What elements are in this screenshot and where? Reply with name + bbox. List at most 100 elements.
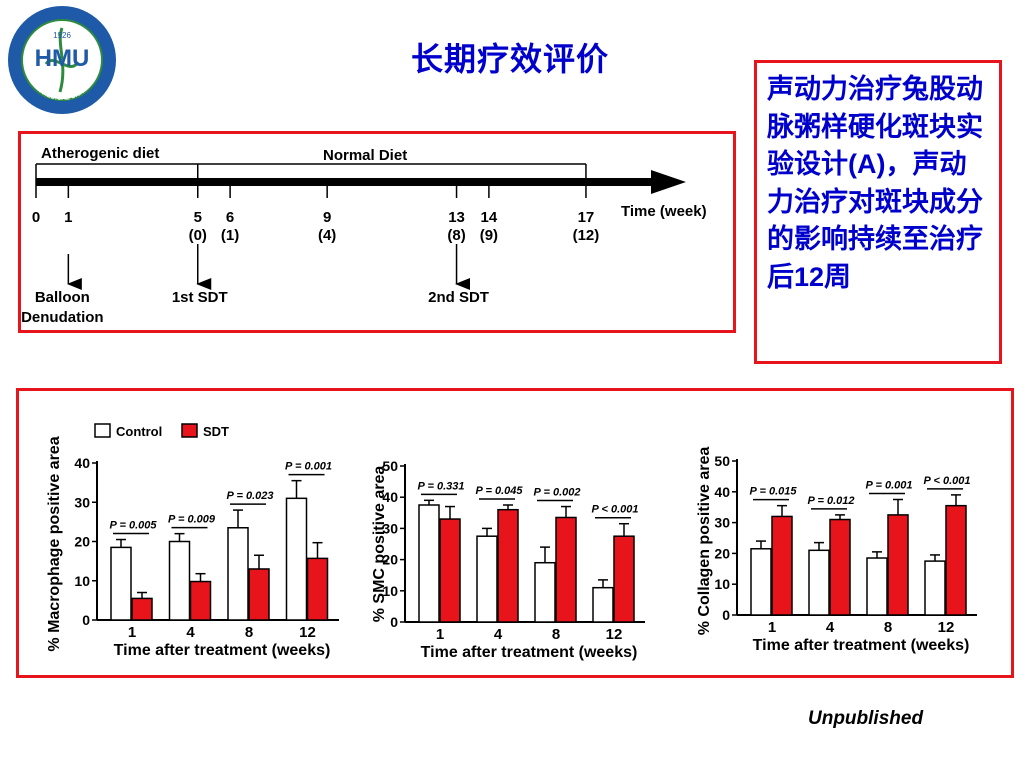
y-axis-label: % Collagen positive area (696, 447, 713, 636)
p-value-label: P = 0.005 (110, 520, 158, 532)
bar-control (808, 549, 830, 616)
charts-panel: Control SDT 0 10 20 30 40% Macrophage positiv… (16, 388, 1014, 678)
bar-sdt (555, 516, 577, 623)
bar-sdt (131, 597, 153, 621)
time-axis-arrowhead (651, 170, 686, 194)
event-label: 1st SDT (172, 289, 228, 306)
x-axis-label: Time after treatment (weeks) (753, 637, 970, 654)
bar-sdt (248, 568, 270, 621)
time-axis (36, 178, 656, 186)
bar-control (168, 540, 191, 621)
bar-control (227, 527, 249, 621)
chart-2: 0 10 20 30 40 50% SMC positive area P = 0.331 1… (371, 458, 645, 661)
p-value-label: P = 0.009 (168, 514, 216, 526)
chart-3: 0 10 20 30 40 50% Collagen positive area P = 0… (696, 447, 977, 654)
bar-sdt (189, 580, 212, 621)
x-tick-label: 12 (299, 624, 316, 641)
legend-label-control: Control (116, 424, 162, 439)
x-axis-label: Time after treatment (weeks) (421, 644, 638, 661)
event-label: 2nd SDT (428, 289, 489, 306)
bar-sdt (771, 515, 793, 616)
x-tick-label: 4 (186, 624, 195, 641)
slide-title: 长期疗效评价 (410, 41, 609, 77)
y-axis-label: % SMC positive area (371, 466, 388, 623)
p-value-label: P = 0.001 (285, 461, 332, 473)
legend-swatch-sdt (181, 423, 198, 438)
y-tick-label: 0 (82, 612, 90, 628)
y-tick-label: 40 (714, 484, 730, 500)
p-value-label: P < 0.001 (924, 475, 971, 487)
footer-note: Unpublished (808, 708, 924, 729)
bar-control (750, 548, 772, 616)
timeline-tick-week: 0 (32, 209, 40, 226)
x-tick-label: 1 (436, 626, 444, 643)
bar-sdt (613, 535, 635, 623)
legend-label-sdt: SDT (203, 424, 229, 439)
p-value-label: P = 0.002 (534, 487, 581, 499)
bar-sdt (829, 518, 851, 616)
phase2-label: Normal Diet (323, 147, 407, 164)
logo-year: 1926 (53, 31, 71, 40)
p-value-label: P = 0.015 (750, 486, 798, 498)
x-tick-label: 12 (606, 626, 623, 643)
y-tick-label: 30 (714, 515, 730, 531)
timeline-tick-sub: (8) (447, 227, 465, 244)
timeline-tick-sub: (4) (318, 227, 336, 244)
time-axis-label: Time (week) (621, 203, 707, 220)
y-tick-label: 0 (390, 614, 398, 630)
bar-sdt (497, 508, 519, 623)
chart-1: 0 10 20 30 40 % Macrophage positive area P = 0… (46, 436, 339, 659)
phase1-label: Atherogenic diet (41, 145, 159, 162)
x-tick-label: 8 (884, 619, 892, 636)
timeline-tick-week: 5 (194, 209, 202, 226)
y-tick-label: 40 (382, 489, 398, 505)
x-tick-label: 4 (826, 619, 835, 636)
bar-control (534, 561, 556, 623)
bar-control (110, 546, 132, 621)
bar-sdt (887, 514, 909, 616)
y-tick-label: 50 (382, 458, 398, 474)
y-tick-label: 20 (382, 552, 398, 568)
p-value-label: P = 0.023 (227, 490, 274, 502)
y-tick-label: 30 (74, 494, 90, 510)
p-value-label: P = 0.045 (476, 485, 524, 497)
bar-control (285, 497, 308, 621)
y-tick-label: 20 (714, 545, 730, 561)
university-logo: HMU 1926 HARBIN MEDICAL UNIVERSITY (6, 4, 118, 116)
timeline-tick-sub: (1) (221, 227, 239, 244)
x-tick-label: 1 (768, 619, 776, 636)
bar-control (592, 586, 614, 623)
x-tick-label: 8 (552, 626, 560, 643)
bar-control (476, 535, 498, 623)
timeline-tick-week: 13 (448, 209, 465, 226)
logo-text: HMU (35, 45, 90, 72)
timeline-panel: Atherogenic diet Normal Diet Time (week) 0 1… (18, 131, 736, 333)
timeline-diagram: Atherogenic diet Normal Diet Time (week) 0 1… (21, 145, 707, 326)
event-label: Balloon (35, 289, 90, 306)
timeline-tick-sub: (9) (480, 227, 498, 244)
y-tick-label: 20 (74, 534, 90, 550)
bar-sdt (945, 504, 967, 616)
timeline-tick-sub: (12) (573, 227, 600, 244)
timeline-tick-week: 6 (226, 209, 234, 226)
bar-control (418, 504, 440, 623)
side-note: 声动力治疗兔股动脉粥样硬化斑块实验设计(A)，声动力治疗对斑块成分的影响持续至治… (754, 60, 1002, 364)
p-value-label: P < 0.001 (592, 504, 639, 516)
y-tick-label: 0 (722, 607, 730, 623)
event-label: Denudation (21, 309, 104, 326)
y-tick-label: 40 (74, 455, 90, 471)
x-tick-label: 4 (494, 626, 503, 643)
timeline-tick-week: 9 (323, 209, 331, 226)
timeline-tick-week: 17 (578, 209, 595, 226)
y-tick-label: 10 (382, 583, 398, 599)
timeline-tick-week: 14 (481, 209, 498, 226)
y-tick-label: 50 (714, 453, 730, 469)
timeline-tick-week: 1 (64, 209, 72, 226)
y-tick-label: 10 (74, 573, 90, 589)
bar-sdt (306, 557, 329, 621)
x-tick-label: 8 (245, 624, 253, 641)
legend-swatch-control (94, 423, 111, 438)
bar-control (866, 557, 888, 616)
p-value-label: P = 0.012 (808, 495, 855, 507)
